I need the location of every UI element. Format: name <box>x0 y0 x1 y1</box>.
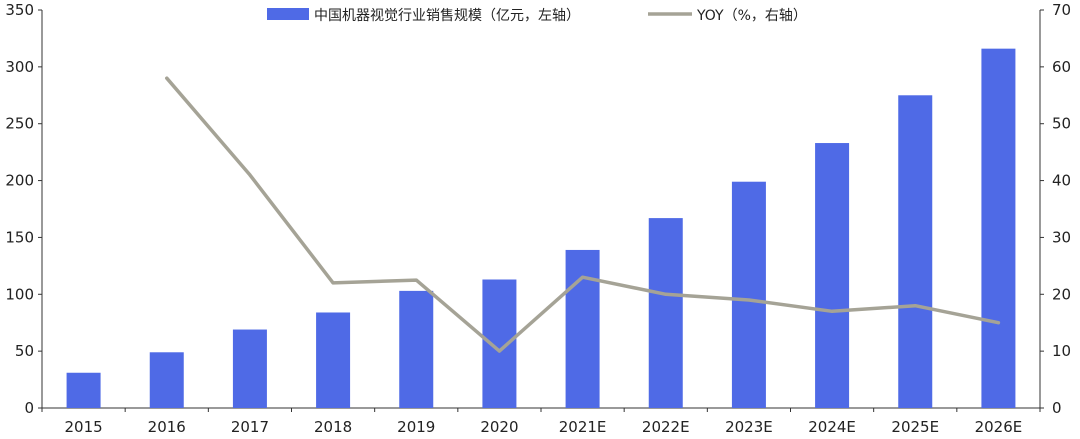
bar-2021E <box>565 249 600 408</box>
y-right-tick-label: 60 <box>1052 58 1071 76</box>
x-tick-label: 2019 <box>397 418 435 435</box>
x-tick-label: 2026E <box>975 418 1023 435</box>
y-left-tick-label: 200 <box>5 172 34 190</box>
bar-2018 <box>316 312 351 408</box>
axes <box>38 9 1044 412</box>
y-left-tick-label: 250 <box>5 115 34 133</box>
x-tick-label: 2015 <box>64 418 102 435</box>
yoy-point-2021E <box>581 275 585 279</box>
y-left-tick-label: 150 <box>5 228 34 246</box>
x-tick-label: 2021E <box>559 418 607 435</box>
legend-label-sales: 中国机器视觉行业销售规模（亿元，左轴） <box>314 8 580 24</box>
y-right-tick-label: 0 <box>1052 399 1062 417</box>
bar-2020 <box>482 279 517 408</box>
bar-2016 <box>149 352 184 408</box>
yoy-point-2020 <box>497 349 501 353</box>
x-tick-label: 2024E <box>808 418 856 435</box>
yoy-point-2018 <box>331 281 335 285</box>
yoy-point-2016 <box>165 76 169 80</box>
y-left-tick-label: 100 <box>5 285 34 303</box>
bar-2015 <box>66 372 101 408</box>
y-right-tick-label: 40 <box>1052 172 1071 190</box>
line-series <box>165 76 1001 353</box>
bar-2025E <box>898 95 933 409</box>
legend-label-yoy: YOY（%，右轴） <box>696 8 807 24</box>
x-tick-label: 2020 <box>480 418 518 435</box>
x-tick-label: 2018 <box>314 418 352 435</box>
legend-swatch-sales <box>267 8 309 20</box>
x-tick-label: 2016 <box>148 418 186 435</box>
y-right-tick-label: 50 <box>1052 115 1071 133</box>
bar-2024E <box>815 143 850 408</box>
yoy-point-2025E <box>913 304 917 308</box>
tick-labels: 0 50 100 150 200 250 300 350 0 10 20 30 40 50 60 70 2015… <box>5 1 1071 436</box>
y-right-tick-label: 30 <box>1052 228 1071 246</box>
yoy-point-2017 <box>248 173 252 177</box>
bar-2017 <box>232 329 267 408</box>
yoy-point-2026E <box>996 321 1000 325</box>
y-right-tick-label: 70 <box>1052 1 1071 19</box>
x-tick-label: 2025E <box>891 418 939 435</box>
yoy-point-2023E <box>747 298 751 302</box>
bar-2022E <box>648 218 683 408</box>
y-left-tick-label: 50 <box>15 342 34 360</box>
y-left-tick-label: 0 <box>24 399 34 417</box>
y-right-tick-label: 20 <box>1052 285 1071 303</box>
x-tick-label: 2017 <box>231 418 269 435</box>
bar-2023E <box>731 181 766 408</box>
yoy-point-2022E <box>664 292 668 296</box>
y-left-tick-label: 300 <box>5 58 34 76</box>
bar-2026E <box>981 48 1016 409</box>
bar-series <box>66 48 1016 409</box>
y-right-tick-label: 10 <box>1052 342 1071 360</box>
x-tick-label: 2023E <box>725 418 773 435</box>
y-left-tick-label: 350 <box>5 1 34 19</box>
yoy-point-2019 <box>414 278 418 282</box>
yoy-point-2024E <box>830 309 834 313</box>
legend: 中国机器视觉行业销售规模（亿元，左轴） YOY（%，右轴） <box>267 8 807 24</box>
x-tick-label: 2022E <box>642 418 690 435</box>
bar-2019 <box>399 290 434 408</box>
